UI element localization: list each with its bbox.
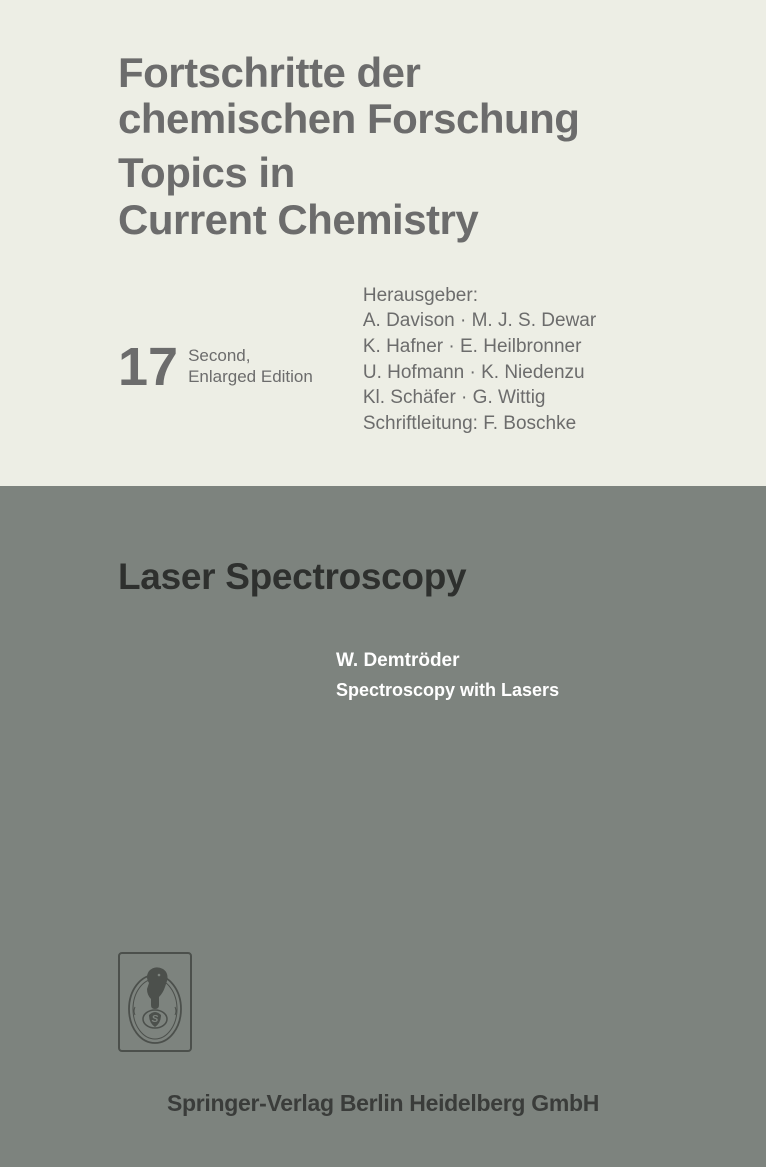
- cover-top-section: Fortschritte der chemischen Forschung To…: [0, 0, 766, 486]
- editors-line1: A. Davison · M. J. S. Dewar: [363, 308, 596, 334]
- edition-text: Second, Enlarged Edition: [188, 345, 313, 391]
- series-title-english: Topics in Current Chemistry: [118, 150, 766, 242]
- editors-line2: K. Hafner · E. Heilbronner: [363, 334, 596, 360]
- series-de-line2: chemischen Forschung: [118, 96, 766, 142]
- chess-knight-emblem-icon: S: [125, 959, 185, 1045]
- svg-text:S: S: [152, 1014, 159, 1025]
- cover-bottom-section: Laser Spectroscopy W. Demtröder Spectros…: [0, 486, 766, 1167]
- author-block: W. Demtröder Spectroscopy with Lasers: [336, 650, 766, 701]
- editors-line5: Schriftleitung: F. Boschke: [363, 411, 596, 437]
- series-en-line1: Topics in: [118, 150, 766, 196]
- edition-line2: Enlarged Edition: [188, 366, 313, 387]
- book-subtitle: Spectroscopy with Lasers: [336, 680, 766, 701]
- series-title-german: Fortschritte der chemischen Forschung: [118, 50, 766, 142]
- author-name: W. Demtröder: [336, 650, 766, 672]
- volume-number: 17: [118, 345, 178, 391]
- springer-logo-icon: S: [118, 952, 192, 1052]
- editors-label: Herausgeber:: [363, 283, 596, 309]
- book-title: Laser Spectroscopy: [118, 556, 766, 598]
- editors-block: Herausgeber: A. Davison · M. J. S. Dewar…: [363, 283, 596, 437]
- volume-editors-row: 17 Second, Enlarged Edition Herausgeber:…: [118, 283, 766, 437]
- editors-line3: U. Hofmann · K. Niedenzu: [363, 360, 596, 386]
- volume-block: 17 Second, Enlarged Edition: [118, 283, 313, 391]
- publisher-name: Springer-Verlag Berlin Heidelberg GmbH: [0, 1090, 766, 1117]
- series-en-line2: Current Chemistry: [118, 197, 766, 243]
- editors-line4: Kl. Schäfer · G. Wittig: [363, 385, 596, 411]
- series-de-line1: Fortschritte der: [118, 50, 766, 96]
- edition-line1: Second,: [188, 345, 313, 366]
